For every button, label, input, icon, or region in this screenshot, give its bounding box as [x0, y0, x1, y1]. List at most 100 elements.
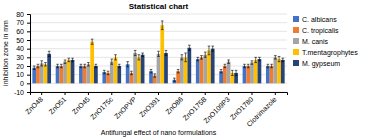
error-bar: [134, 50, 137, 55]
series: [36, 56, 273, 84]
bar: [59, 66, 63, 83]
tick-label: 50: [16, 37, 24, 44]
x-axis-title: Antifungal effect of nano formulations: [101, 129, 217, 137]
error-bar: [141, 53, 144, 56]
tick-mark: [27, 75, 30, 76]
bar: [36, 66, 40, 83]
tick-mark: [65, 92, 66, 95]
tick-mark: [275, 92, 276, 95]
bar: [211, 49, 215, 84]
tick-mark: [228, 92, 229, 95]
bar: [63, 62, 67, 84]
tick: 30: [16, 54, 30, 61]
y-axis: -1001020304050607080: [14, 11, 31, 96]
legend-item: M. gypseum: [293, 60, 340, 68]
x-axis: ZnO48ZnO51ZnO45ZnO175cZnOPVPZnO391ZnO86Z…: [24, 92, 287, 128]
tick-label: 0: [20, 80, 24, 87]
bar: [47, 54, 51, 83]
tick-label: 80: [16, 11, 24, 18]
error-bar: [196, 57, 199, 60]
tick-label: 40: [16, 45, 24, 52]
error-bar: [56, 64, 59, 67]
bar: [196, 59, 200, 83]
tick-mark: [111, 92, 112, 95]
tick-label: ZnO109P3: [202, 95, 231, 124]
error-bar: [67, 58, 70, 61]
series: [40, 50, 277, 83]
error-bar: [220, 69, 223, 72]
error-bar: [71, 58, 74, 61]
grid-line: [30, 31, 287, 32]
series: [32, 57, 269, 83]
error-bar: [177, 69, 180, 72]
bar: [71, 60, 75, 83]
tick: 10: [16, 71, 30, 78]
error-bar: [130, 71, 133, 74]
tick-mark: [135, 92, 136, 95]
bar: [203, 55, 207, 84]
legend-item: M. canis: [293, 38, 329, 45]
tick: ZnO109P3: [202, 92, 231, 124]
tick: Clotrimazole: [245, 92, 278, 128]
plot: [32, 21, 284, 83]
title: Statistical chart: [129, 2, 189, 11]
tick: ZnOPVP: [113, 92, 138, 120]
error-bar: [188, 45, 191, 50]
bar: [180, 57, 184, 83]
bar: [67, 60, 71, 83]
grid-line: [30, 40, 287, 41]
error-bar: [181, 55, 184, 60]
bar: [258, 59, 262, 83]
bar: [87, 64, 91, 83]
error-bar: [95, 64, 98, 67]
tick-mark: [181, 92, 182, 95]
tick-label: Clotrimazole: [245, 95, 278, 128]
tick-label: ZnO51: [47, 95, 67, 115]
bar: [254, 60, 258, 83]
error-bar: [211, 46, 214, 51]
grid-line: [30, 22, 287, 23]
error-bar: [200, 56, 203, 59]
tick-mark: [27, 66, 30, 67]
bar: [266, 66, 270, 83]
tick-mark: [27, 40, 30, 41]
tick-label: ZnOPVP: [113, 95, 138, 120]
error-bar: [40, 61, 43, 66]
bar: [32, 68, 36, 84]
legend-label: M. gypseum: [302, 60, 340, 68]
tick-mark: [27, 57, 30, 58]
error-bar: [60, 64, 63, 67]
tick: ZnO48: [24, 92, 44, 116]
tick: 60: [16, 28, 30, 35]
bar: [79, 66, 83, 83]
error-bar: [258, 57, 261, 60]
error-bar: [138, 55, 141, 60]
tick: ZnO51: [47, 92, 67, 116]
legend-label: C. albicans: [302, 16, 337, 23]
bar: [110, 62, 114, 84]
tick-label: 20: [16, 63, 24, 70]
error-bar: [247, 64, 250, 67]
tick-label: ZnO45: [71, 95, 91, 115]
error-bar: [278, 56, 281, 61]
y-axis-title: inhibition zone in mm: [2, 20, 9, 86]
tick: 40: [16, 45, 30, 52]
bar: [83, 66, 87, 83]
legend-item: T.mentagrophytes: [293, 49, 358, 57]
bar: [277, 59, 281, 83]
legend-item: C. tropicalis: [293, 27, 339, 35]
tick-label: -10: [14, 89, 24, 96]
error-bar: [184, 53, 187, 62]
error-bar: [107, 71, 110, 74]
error-bar: [126, 62, 129, 67]
error-bar: [161, 21, 164, 30]
bar: [270, 66, 274, 83]
bar: [44, 64, 48, 83]
bar: [56, 66, 60, 83]
error-bar: [33, 66, 36, 69]
bar: [94, 66, 98, 83]
error-bar: [118, 64, 121, 67]
tick: 0: [20, 80, 30, 87]
series: [44, 21, 281, 83]
error-bar: [243, 64, 246, 67]
